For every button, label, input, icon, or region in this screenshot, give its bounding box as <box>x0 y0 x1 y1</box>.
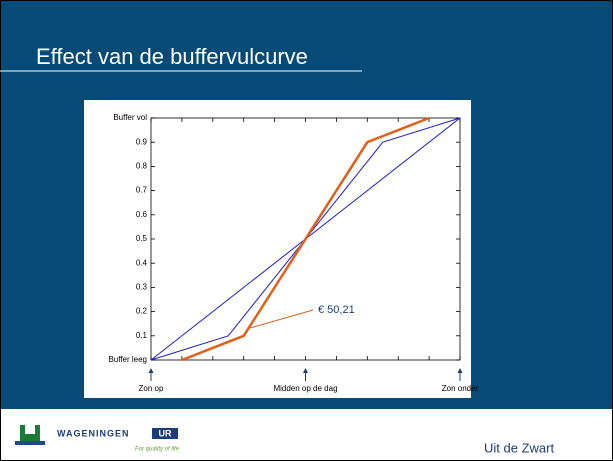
y-tick-label: 0.6 <box>136 210 148 219</box>
y-tick-label: 0.1 <box>136 331 148 340</box>
logo-mark-box <box>152 428 178 439</box>
x-marker-label: Zon op <box>139 384 164 393</box>
footer-author: Uit de Zwart <box>484 440 554 455</box>
annotation-leader <box>249 309 314 329</box>
x-marker-label: Midden op de dag <box>273 384 337 393</box>
series-line <box>181 116 430 362</box>
footer <box>1 409 612 460</box>
y-tick-label: Buffer vol <box>113 113 147 122</box>
y-tick-label: 0.8 <box>136 162 148 171</box>
logo-name: WAGENINGEN <box>57 428 130 438</box>
x-marker-arrowhead <box>457 368 463 373</box>
x-marker-label: Zon onder <box>442 384 479 393</box>
slide-title: Effect van de buffervulcurve <box>36 44 308 69</box>
x-marker-arrowhead <box>303 368 308 373</box>
y-tick-label: 0.9 <box>136 137 148 146</box>
logo-icon-inner <box>25 425 35 434</box>
y-tick-label: 0.5 <box>136 234 148 243</box>
annotation: € 50,21 <box>318 304 355 316</box>
y-tick-label: 0.4 <box>136 258 148 267</box>
logo-tagline: For quality of life <box>135 447 180 453</box>
y-tick-label: Buffer leeg <box>108 355 147 364</box>
logo-mark: UR <box>159 428 172 438</box>
x-marker-arrowhead <box>148 368 154 373</box>
plot: Buffer leeg 0.1 0.2 0.3 0.4 0.5 0.6 0.7 0.8 0.9 Bu… <box>108 113 478 393</box>
logo-icon-base <box>15 441 45 445</box>
y-tick-label: 0.3 <box>136 283 148 292</box>
y-tick-label: 0.7 <box>136 186 148 195</box>
chart-panel <box>84 100 471 398</box>
y-tick-label: 0.2 <box>136 307 148 316</box>
